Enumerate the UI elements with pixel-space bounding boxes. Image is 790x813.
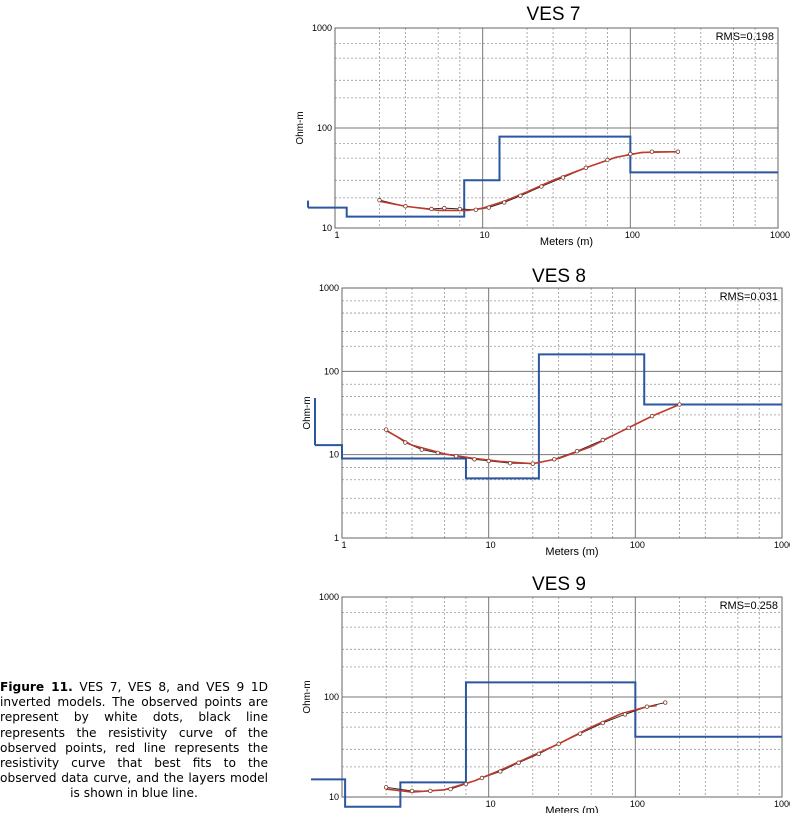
observed-point [403,204,408,209]
observed-point [539,184,544,189]
observed-point [649,413,655,419]
observed-point [383,785,389,790]
layer-model-line [308,135,778,218]
observed-point [457,206,462,212]
observed-point [377,197,382,203]
y-tick-label: 10 [322,223,332,233]
observed-point [583,165,589,170]
fit-curve [386,704,657,793]
observed-point [518,193,523,198]
observed-point [419,447,424,452]
observed-point [448,786,453,792]
observed-point [628,151,633,157]
y-tick-label: 1000 [319,592,339,602]
observed-point [442,205,447,211]
chart-title: VES 7 [527,4,581,25]
observed-point [403,440,408,445]
chart-2: 1 10 100 1000 1 10 100 1000 Meters (m) Ohm-m VES 8… [302,266,790,558]
observed-point [472,457,477,462]
observed-point [600,720,605,726]
observed-point [626,425,631,431]
x-tick-label: 1000 [774,540,790,550]
observed-point [644,704,650,709]
figure-caption: Figure 11. VES 7, VES 8, and VES 9 1D in… [0,680,268,802]
y-tick-label: 1 [334,533,339,543]
observed-point [600,437,605,443]
layer-model-line [315,353,782,480]
observed-point [428,788,433,794]
x-tick-label: 10 [486,540,496,550]
observed-point [560,175,566,180]
observed-point [663,700,668,705]
observed-point [530,461,536,466]
y-tick-label: 100 [317,123,332,133]
x-axis-label: Meters (m) [545,546,598,558]
rms-label: RMS=0.258 [720,600,778,612]
y-tick-label: 1000 [312,23,332,33]
x-tick-label: 1 [341,540,346,550]
y-axis-label: Ohm-m [302,396,313,429]
rms-label: RMS=0.031 [720,291,778,303]
observed-point [429,206,434,212]
observed-point [383,427,389,432]
x-tick-label: 1000 [774,799,790,809]
plot-frame [341,287,783,539]
caption-text: VES 7, VES 8, and VES 9 1D inverted mode… [0,680,268,801]
observed-point [502,200,507,205]
chart-title: VES 8 [532,266,586,287]
x-axis-label: Meters (m) [545,805,598,813]
y-tick-label: 10 [329,792,339,802]
observed-point [486,205,491,210]
observed-point [605,157,610,163]
x-tick-label: 1 [334,230,339,240]
observed-point [463,781,469,787]
plot-frame [341,596,783,798]
observed-point [479,775,485,781]
observed-point [649,149,655,154]
observed-point [556,741,561,747]
x-tick-label: 100 [630,540,645,550]
observed-point [577,731,583,736]
y-tick-label: 10 [329,450,339,460]
observed-point [473,207,479,213]
x-tick-label: 10 [486,799,496,809]
x-tick-label: 100 [625,230,640,240]
chart-title: VES 9 [532,574,586,595]
observed-point [536,751,542,757]
observed-point [622,712,628,717]
observed-point [677,402,682,407]
y-tick-label: 100 [324,692,339,702]
observed-curve [379,151,678,211]
y-axis-label: Ohm-m [295,111,306,144]
observed-point [516,760,521,765]
observed-point [574,449,580,454]
observed-point [498,769,503,774]
layer-model-line [311,681,782,808]
observed-point [552,457,557,462]
y-tick-label: 1000 [319,283,339,293]
observed-point [675,149,681,154]
x-tick-label: 100 [630,799,645,809]
observed-point [453,453,459,459]
x-tick-label: 10 [480,230,490,240]
chart-3: 10 100 1000 10 100 1000 Meters (m) Ohm-m VES 9 RM… [302,574,790,813]
x-axis-label: Meters (m) [540,236,593,248]
caption-label: Figure 11. [0,680,73,694]
x-tick-label: 1000 [770,230,790,240]
plot-frame [334,27,779,229]
observed-point [409,788,415,794]
y-axis-label: Ohm-m [302,680,313,713]
rms-label: RMS=0.198 [716,31,774,43]
observed-point [486,458,491,464]
observed-point [507,460,513,466]
y-tick-label: 100 [324,366,339,376]
fit-curve [379,150,678,212]
observed-point [435,450,441,456]
